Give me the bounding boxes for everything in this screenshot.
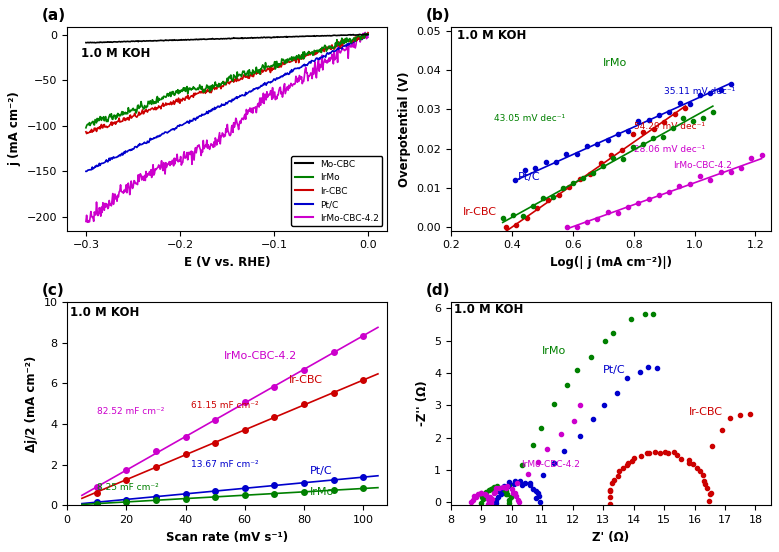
- Text: (c): (c): [41, 283, 65, 298]
- Text: 8.25 mF cm⁻²: 8.25 mF cm⁻²: [97, 483, 158, 492]
- Text: Ir-CBC: Ir-CBC: [689, 407, 722, 417]
- Text: 28.06 mV dec⁻¹: 28.06 mV dec⁻¹: [633, 146, 705, 155]
- X-axis label: E (V vs. RHE): E (V vs. RHE): [184, 256, 270, 269]
- Y-axis label: Overpotential (V): Overpotential (V): [398, 71, 411, 187]
- X-axis label: Scan rate (mV s⁻¹): Scan rate (mV s⁻¹): [166, 530, 288, 544]
- Text: IrMo: IrMo: [603, 59, 627, 68]
- Text: 1.0 M KOH: 1.0 M KOH: [70, 306, 139, 319]
- Y-axis label: -Z'' (Ω): -Z'' (Ω): [415, 381, 428, 426]
- Text: 61.15 mF cm⁻²: 61.15 mF cm⁻²: [192, 401, 259, 410]
- Text: (a): (a): [41, 8, 65, 23]
- Text: 43.05 mV dec⁻¹: 43.05 mV dec⁻¹: [494, 114, 565, 123]
- Text: 82.52 mF cm⁻²: 82.52 mF cm⁻²: [97, 407, 164, 416]
- Text: 1.0 M KOH: 1.0 M KOH: [454, 303, 523, 316]
- Text: IrMo-CBC-4.2: IrMo-CBC-4.2: [521, 460, 580, 469]
- Text: Pt/C: Pt/C: [518, 172, 541, 182]
- Text: IrMo: IrMo: [310, 487, 334, 497]
- Text: Ir-CBC: Ir-CBC: [464, 207, 497, 217]
- Legend: Mo-CBC, IrMo, Ir-CBC, Pt/C, IrMo-CBC-4.2: Mo-CBC, IrMo, Ir-CBC, Pt/C, IrMo-CBC-4.2: [291, 156, 382, 226]
- Text: Pt/C: Pt/C: [310, 466, 333, 476]
- X-axis label: Z' (Ω): Z' (Ω): [592, 530, 629, 544]
- Y-axis label: j (mA cm⁻²): j (mA cm⁻²): [9, 92, 21, 166]
- Text: Ir-CBC: Ir-CBC: [289, 375, 323, 385]
- Text: 1.0 M KOH: 1.0 M KOH: [81, 47, 150, 60]
- Text: (d): (d): [425, 283, 450, 298]
- Text: 54.29 mV dec⁻¹: 54.29 mV dec⁻¹: [633, 122, 705, 131]
- X-axis label: Log(| j (mA cm⁻²)|): Log(| j (mA cm⁻²)|): [550, 256, 671, 269]
- Text: Pt/C: Pt/C: [603, 365, 626, 375]
- Text: IrMo-CBC-4.2: IrMo-CBC-4.2: [224, 351, 298, 361]
- Text: IrMo: IrMo: [542, 346, 566, 355]
- Y-axis label: Δj/2 (mA cm⁻²): Δj/2 (mA cm⁻²): [25, 355, 38, 452]
- Text: 13.67 mF cm⁻²: 13.67 mF cm⁻²: [192, 460, 259, 469]
- Text: IrMo-CBC-4.2: IrMo-CBC-4.2: [673, 161, 732, 170]
- Text: (b): (b): [425, 8, 450, 23]
- Text: 35.11 mV dec⁻¹: 35.11 mV dec⁻¹: [664, 87, 735, 95]
- Text: 1.0 M KOH: 1.0 M KOH: [457, 29, 527, 42]
